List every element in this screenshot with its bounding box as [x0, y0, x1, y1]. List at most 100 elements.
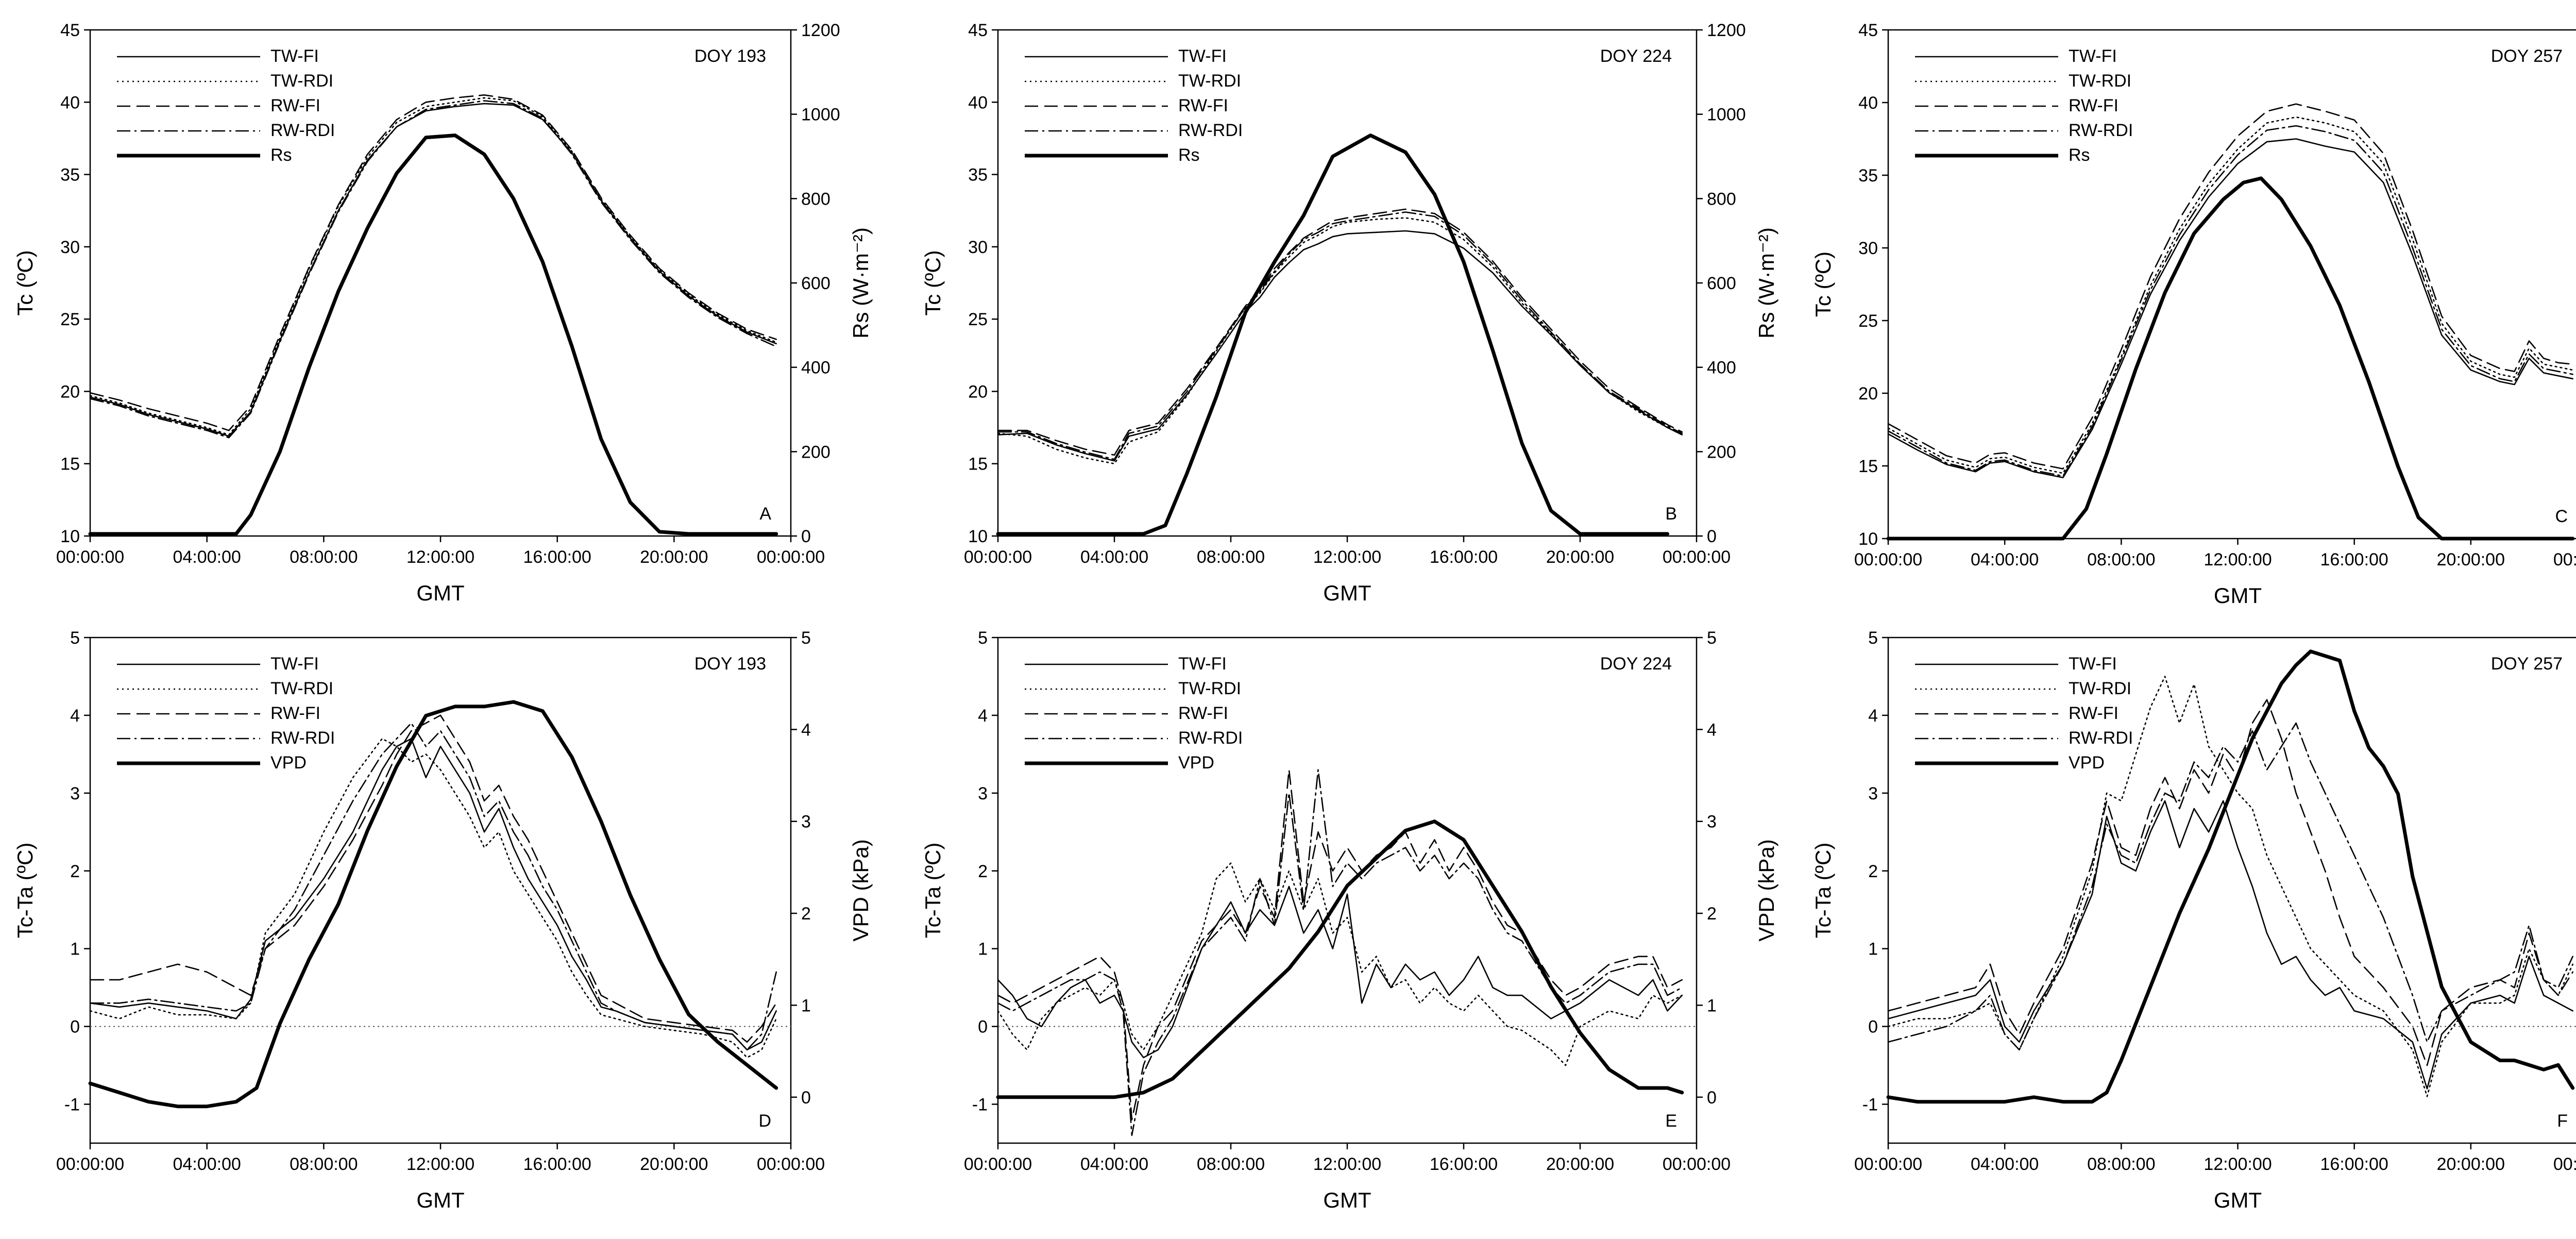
y-left-axis-label: Tc-Ta (ºC)	[13, 843, 37, 939]
panel-d: -1 0 1 2 3 4 5 0 1 2 3 4 5 00:00:00 04:00:00 08:00:00 12…	[13, 628, 873, 1212]
legend-label-rw-fi: RW-FI	[270, 704, 320, 723]
y-left-tick-label: -1	[1862, 1095, 1878, 1115]
y-right-tick-label: 800	[801, 189, 831, 209]
series-tw-rdi	[89, 97, 777, 436]
y-left-tick-label: 10	[60, 527, 80, 546]
y-right-tick-label: 5	[1707, 628, 1717, 648]
y-right-tick-label: 1200	[801, 21, 840, 40]
x-tick-label: 04:00:00	[1080, 1154, 1148, 1174]
y-right-tick-label: 1	[801, 996, 811, 1015]
y-left-axis-label: Tc (ºC)	[13, 250, 37, 315]
y-left-tick-label: 0	[978, 1017, 988, 1037]
series-tw-rdi	[89, 738, 777, 1059]
y-left-tick-label: 30	[968, 238, 988, 257]
y-right-tick-label: 200	[1707, 442, 1736, 462]
series-tw-rdi	[997, 217, 1683, 465]
y-left-tick-label: 40	[968, 93, 988, 112]
x-tick-label: 20:00:00	[1546, 1154, 1614, 1174]
x-tick-label: 00:00:00	[56, 547, 124, 567]
y-left-tick-label: 0	[70, 1017, 80, 1037]
doy-label: DOY 193	[694, 654, 766, 674]
legend-label-vpd: VPD	[1178, 753, 1214, 773]
y-right-tick-label: 5	[801, 628, 811, 648]
y-left-tick-label: 25	[968, 310, 988, 329]
x-tick-label: 12:00:00	[406, 1154, 474, 1174]
series-rw-fi	[1887, 103, 2574, 470]
x-tick-label: 12:00:00	[1313, 547, 1381, 567]
legend-label-tw-rdi: TW-RDI	[2069, 679, 2131, 698]
x-tick-label: 08:00:00	[1197, 547, 1265, 567]
x-tick-label: 16:00:00	[1430, 547, 1498, 567]
y-right-axis-label: VPD (kPa)	[849, 839, 873, 941]
series-tw-fi	[1887, 800, 2574, 1090]
y-left-tick-label: 0	[1868, 1017, 1878, 1037]
legend-label-tw-rdi: TW-RDI	[270, 679, 333, 698]
legend-label-tw-rdi: TW-RDI	[1178, 71, 1241, 91]
legend-label-tw-fi: TW-FI	[2069, 46, 2117, 66]
series-vpd	[88, 700, 778, 1109]
legend-label-rw-rdi: RW-RDI	[270, 728, 335, 748]
x-tick-label: 04:00:00	[173, 547, 241, 567]
y-left-tick-label: 15	[60, 455, 80, 474]
y-left-tick-label: 30	[60, 238, 80, 257]
y-left-tick-label: 30	[1858, 239, 1878, 258]
x-tick-label: 08:00:00	[290, 547, 358, 567]
series-rw-rdi	[997, 211, 1683, 460]
y-right-tick-label: 800	[1707, 189, 1736, 209]
legend-label-rw-fi: RW-FI	[1178, 96, 1228, 115]
series-rw-rdi	[997, 769, 1683, 1136]
y-right-tick-label: 3	[1707, 812, 1717, 832]
y-right-tick-label: 200	[801, 442, 831, 462]
y-left-tick-label: 2	[1868, 862, 1878, 881]
y-right-tick-label: 1000	[1707, 105, 1746, 125]
x-tick-label: 00:00:00	[2553, 1154, 2576, 1174]
y-left-axis-label: Tc-Ta (ºC)	[921, 843, 945, 939]
x-tick-label: 04:00:00	[1971, 1154, 2039, 1174]
plot-frame	[1887, 637, 2576, 1144]
x-tick-label: 08:00:00	[290, 1154, 358, 1174]
y-right-tick-label: 1200	[1707, 21, 1746, 40]
x-tick-label: 16:00:00	[523, 547, 591, 567]
x-tick-label: 00:00:00	[2553, 550, 2576, 570]
y-left-tick-label: 25	[60, 310, 80, 329]
panel-letter: B	[1665, 504, 1677, 524]
y-left-axis-label: Tc (ºC)	[921, 250, 945, 315]
legend-label-tw-rdi: TW-RDI	[1178, 679, 1241, 698]
x-tick-label: 00:00:00	[1854, 1154, 1922, 1174]
x-tick-label: 08:00:00	[2087, 550, 2155, 570]
series-tw-rdi	[997, 862, 1683, 1066]
panel-c: 101520253035404502004006008001000120000:…	[1811, 21, 2576, 608]
series-vpd	[996, 819, 1684, 1099]
y-right-tick-label: 4	[801, 720, 811, 740]
x-tick-label: 20:00:00	[640, 1154, 708, 1174]
legend-label-rw-rdi: RW-RDI	[1178, 728, 1243, 748]
plot-frame	[997, 637, 1698, 1144]
y-left-tick-label: 35	[968, 165, 988, 185]
series-rw-fi	[89, 714, 777, 1043]
y-left-tick-label: 10	[1858, 529, 1878, 549]
x-tick-label: 16:00:00	[2320, 1154, 2388, 1174]
y-left-tick-label: 4	[1868, 706, 1878, 726]
y-left-tick-label: 3	[978, 784, 988, 803]
y-left-tick-label: -1	[972, 1095, 988, 1115]
series-rw-rdi	[89, 722, 777, 1051]
x-tick-label: 12:00:00	[406, 547, 474, 567]
series-rw-fi	[89, 94, 777, 431]
y-right-tick-label: 4	[1707, 720, 1717, 740]
x-axis-label: GMT	[416, 1188, 464, 1212]
y-left-tick-label: 20	[968, 382, 988, 401]
panel-letter: F	[2557, 1111, 2568, 1131]
panel-letter: D	[758, 1111, 771, 1131]
x-tick-label: 12:00:00	[1313, 1154, 1381, 1174]
y-left-tick-label: 1	[978, 940, 988, 959]
plot-frame	[997, 29, 1698, 537]
y-left-tick-label: 45	[60, 21, 80, 40]
panel-letter: E	[1665, 1111, 1677, 1131]
legend-label-rs: Rs	[2069, 145, 2090, 165]
y-right-tick-label: 400	[801, 358, 831, 378]
x-tick-label: 08:00:00	[2087, 1154, 2155, 1174]
y-left-tick-label: 45	[1858, 21, 1878, 40]
y-right-tick-label: 1	[1707, 996, 1717, 1015]
x-tick-label: 00:00:00	[964, 547, 1032, 567]
